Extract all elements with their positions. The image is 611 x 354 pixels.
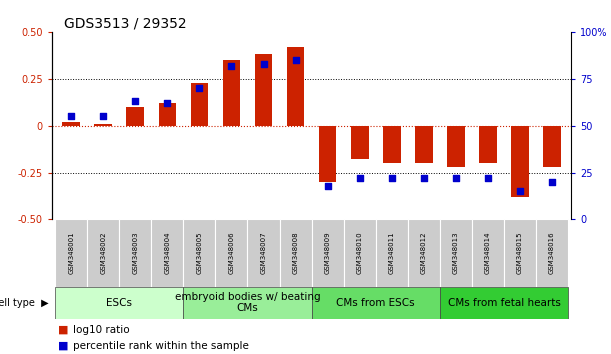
Bar: [119, 219, 152, 287]
Text: GSM348003: GSM348003: [133, 232, 138, 274]
Text: GSM348012: GSM348012: [421, 232, 427, 274]
Bar: [183, 287, 312, 319]
Text: GSM348015: GSM348015: [517, 232, 523, 274]
Bar: [440, 219, 472, 287]
Bar: [511, 126, 529, 197]
Bar: [543, 126, 561, 167]
Text: CMs from ESCs: CMs from ESCs: [337, 298, 415, 308]
Point: [515, 188, 525, 194]
Bar: [287, 47, 304, 126]
Text: GSM348009: GSM348009: [324, 232, 331, 274]
Text: GSM348011: GSM348011: [389, 232, 395, 274]
Bar: [415, 126, 433, 163]
Text: GSM348013: GSM348013: [453, 232, 459, 274]
Text: GSM348005: GSM348005: [196, 232, 202, 274]
Text: GSM348006: GSM348006: [229, 232, 235, 274]
Bar: [440, 287, 568, 319]
Point: [227, 63, 236, 68]
Bar: [280, 219, 312, 287]
Bar: [383, 126, 401, 163]
Point: [355, 175, 365, 181]
Bar: [55, 219, 87, 287]
Bar: [152, 219, 183, 287]
Point: [323, 183, 332, 189]
Bar: [191, 82, 208, 126]
Bar: [343, 219, 376, 287]
Bar: [216, 219, 247, 287]
Bar: [87, 219, 119, 287]
Text: CMs from fetal hearts: CMs from fetal hearts: [447, 298, 560, 308]
Point: [98, 113, 108, 119]
Text: percentile rank within the sample: percentile rank within the sample: [73, 341, 249, 351]
Bar: [351, 126, 368, 159]
Point: [66, 113, 76, 119]
Bar: [376, 219, 408, 287]
Point: [163, 100, 172, 106]
Bar: [247, 219, 280, 287]
Point: [547, 179, 557, 185]
Point: [291, 57, 301, 63]
Bar: [55, 287, 183, 319]
Text: GDS3513 / 29352: GDS3513 / 29352: [64, 16, 187, 30]
Text: GSM348008: GSM348008: [293, 232, 299, 274]
Bar: [158, 103, 176, 126]
Point: [483, 175, 493, 181]
Bar: [255, 55, 273, 126]
Bar: [447, 126, 465, 167]
Bar: [312, 219, 343, 287]
Bar: [504, 219, 536, 287]
Bar: [62, 122, 80, 126]
Text: ■: ■: [58, 325, 68, 335]
Text: GSM348016: GSM348016: [549, 232, 555, 274]
Bar: [95, 124, 112, 126]
Bar: [479, 126, 497, 163]
Text: GSM348014: GSM348014: [485, 232, 491, 274]
Point: [387, 175, 397, 181]
Text: ESCs: ESCs: [106, 298, 132, 308]
Point: [130, 98, 140, 104]
Point: [451, 175, 461, 181]
Point: [194, 85, 204, 91]
Bar: [408, 219, 440, 287]
Bar: [536, 219, 568, 287]
Text: GSM348007: GSM348007: [260, 232, 266, 274]
Text: ■: ■: [58, 341, 68, 351]
Text: GSM348004: GSM348004: [164, 232, 170, 274]
Text: GSM348001: GSM348001: [68, 232, 74, 274]
Text: cell type  ▶: cell type ▶: [0, 298, 49, 308]
Point: [258, 61, 268, 67]
Text: GSM348010: GSM348010: [357, 232, 363, 274]
Text: embryoid bodies w/ beating
CMs: embryoid bodies w/ beating CMs: [175, 292, 320, 314]
Text: log10 ratio: log10 ratio: [73, 325, 130, 335]
Point: [419, 175, 429, 181]
Bar: [183, 219, 216, 287]
Bar: [319, 126, 337, 182]
Bar: [472, 219, 504, 287]
Bar: [222, 60, 240, 126]
Text: GSM348002: GSM348002: [100, 232, 106, 274]
Bar: [126, 107, 144, 126]
Bar: [312, 287, 440, 319]
